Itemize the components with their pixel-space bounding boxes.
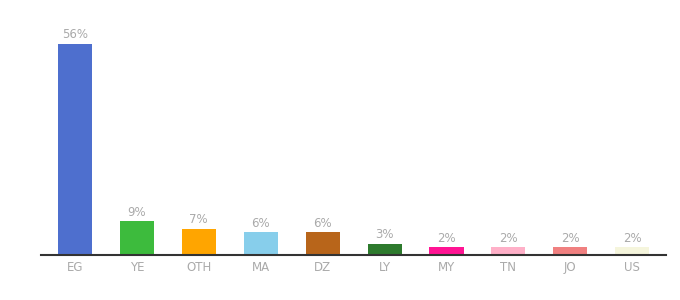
Text: 2%: 2%: [437, 232, 456, 245]
Bar: [430, 248, 464, 255]
Text: 2%: 2%: [561, 232, 580, 245]
Text: 56%: 56%: [62, 28, 88, 41]
Text: 2%: 2%: [499, 232, 517, 245]
Bar: [243, 232, 277, 255]
Bar: [492, 248, 526, 255]
Text: 6%: 6%: [313, 217, 332, 230]
Bar: [182, 229, 216, 255]
Text: 9%: 9%: [127, 206, 146, 219]
Bar: [120, 221, 154, 255]
Text: 6%: 6%: [252, 217, 270, 230]
Bar: [367, 244, 402, 255]
Bar: [615, 248, 649, 255]
Bar: [305, 232, 340, 255]
Text: 7%: 7%: [190, 213, 208, 226]
Bar: [554, 248, 588, 255]
Text: 2%: 2%: [623, 232, 642, 245]
Text: 3%: 3%: [375, 228, 394, 242]
Bar: [58, 44, 92, 255]
